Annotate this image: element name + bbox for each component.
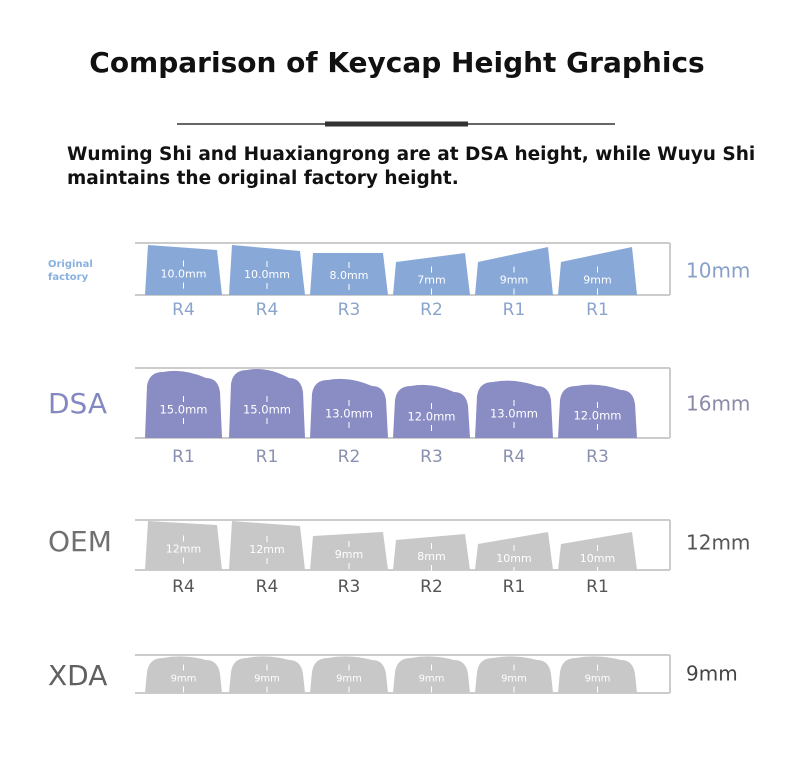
row-label: R3 <box>420 447 443 467</box>
profile-label: factory <box>48 272 89 283</box>
key-size: 9mm <box>336 674 362 685</box>
keycap <box>229 245 305 295</box>
keycap <box>310 253 388 295</box>
row-label: R4 <box>256 577 279 597</box>
keycap <box>393 656 470 693</box>
key-size: 15.0mm <box>159 403 207 417</box>
key-size: 9mm <box>171 674 197 685</box>
keycap <box>310 656 388 693</box>
key-size: 13.0mm <box>490 407 538 421</box>
row-label: R3 <box>338 300 361 320</box>
row-label: R4 <box>503 447 526 467</box>
height-label: 16mm <box>686 392 750 416</box>
row-label: R1 <box>503 577 526 597</box>
row-label: R1 <box>586 300 609 320</box>
title: Comparison of Keycap Height Graphics <box>89 46 704 79</box>
key-size: 12.0mm <box>573 409 621 423</box>
keycap <box>393 534 470 570</box>
height-label: 9mm <box>686 662 738 686</box>
subtitle-line: Wuming Shi and Huaxiangrong are at DSA h… <box>67 144 755 165</box>
keycap <box>393 253 470 295</box>
key-size: 13.0mm <box>325 407 373 421</box>
key-size: 9mm <box>419 674 445 685</box>
keycap <box>229 656 305 693</box>
key-size: 9mm <box>501 674 527 685</box>
row-label: R3 <box>338 577 361 597</box>
profile-label: XDA <box>48 659 107 692</box>
key-size: 9mm <box>583 274 611 287</box>
keycap <box>229 521 305 570</box>
keycap <box>145 521 222 570</box>
row-label: R4 <box>172 577 195 597</box>
keycap <box>145 245 222 295</box>
row-label: R1 <box>586 577 609 597</box>
keycap <box>475 380 553 438</box>
profile-label: Original <box>48 259 93 270</box>
row-label: R1 <box>172 447 195 467</box>
key-size: 12.0mm <box>407 410 455 424</box>
subtitle-line: maintains the original factory height. <box>67 168 459 189</box>
height-label: 10mm <box>686 259 750 283</box>
key-size: 8mm <box>417 550 445 563</box>
keycap <box>558 384 637 438</box>
profile-label: DSA <box>48 387 107 420</box>
row-label: R2 <box>420 577 443 597</box>
key-size: 9mm <box>500 274 528 287</box>
key-size: 9mm <box>335 548 363 561</box>
keycap <box>145 370 222 438</box>
row-label: R2 <box>420 300 443 320</box>
row-label: R4 <box>256 300 279 320</box>
key-size: 10.0mm <box>244 268 290 281</box>
key-size: 9mm <box>585 674 611 685</box>
keycap <box>475 656 553 693</box>
key-size: 9mm <box>254 674 280 685</box>
key-size: 12mm <box>166 543 201 556</box>
key-size: 7mm <box>417 274 445 287</box>
profile-label: OEM <box>48 525 112 558</box>
key-size: 10mm <box>580 552 615 565</box>
key-size: 8.0mm <box>330 269 369 282</box>
keycap <box>229 369 305 438</box>
row-label: R3 <box>586 447 609 467</box>
keycap <box>310 378 388 438</box>
key-size: 10.0mm <box>161 268 207 281</box>
row-label: R4 <box>172 300 195 320</box>
keycap <box>558 656 637 693</box>
key-size: 10mm <box>496 552 531 565</box>
row-label: R2 <box>338 447 361 467</box>
keycap <box>310 532 388 570</box>
row-label: R1 <box>503 300 526 320</box>
keycap <box>393 384 470 438</box>
height-label: 12mm <box>686 531 750 555</box>
key-size: 12mm <box>249 543 284 556</box>
row-label: R1 <box>256 447 279 467</box>
key-size: 15.0mm <box>243 403 291 417</box>
keycap <box>145 656 222 693</box>
